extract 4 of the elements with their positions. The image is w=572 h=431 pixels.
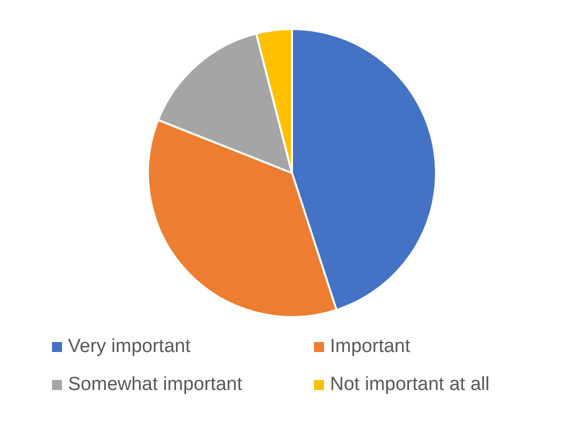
legend-label: Very important (68, 336, 190, 358)
legend-label: Important (330, 336, 410, 358)
legend-label: Not important at all (330, 374, 490, 396)
legend-label: Somewhat important (68, 374, 242, 396)
